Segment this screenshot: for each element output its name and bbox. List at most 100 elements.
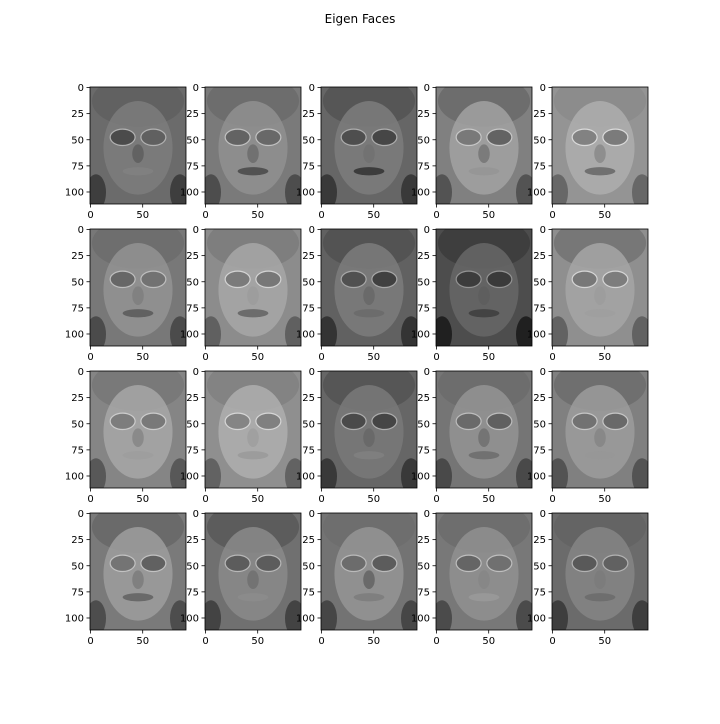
mouth-region: [237, 451, 269, 460]
x-tick-label: 50: [598, 636, 611, 647]
y-tick-label: 50: [533, 277, 546, 288]
eye-region: [371, 412, 398, 431]
y-tick-label: 75: [186, 587, 199, 598]
y-tick-label: 75: [186, 303, 199, 314]
x-tick-label: 50: [598, 352, 611, 363]
y-tick-label: 50: [533, 135, 546, 146]
y-tick-label: 100: [65, 187, 84, 198]
y-tick-label: 25: [533, 109, 546, 120]
y-tick-label: 50: [417, 277, 430, 288]
eye-region: [371, 554, 398, 573]
axes-frame: [89, 86, 187, 205]
x-tick-label: 0: [202, 352, 208, 363]
eye-region: [224, 554, 251, 573]
eye-region: [140, 270, 167, 289]
y-tick-label: 75: [302, 303, 315, 314]
eigenface-panel: 0 25 50 75 100 0 50: [65, 509, 187, 647]
x-tick-label: 50: [367, 210, 380, 221]
x-tick-label: 50: [482, 210, 495, 221]
eigenface-panel: 0 25 50 75 100 0 50: [296, 509, 418, 647]
x-tick-label: 50: [598, 210, 611, 221]
mouth-region: [237, 309, 269, 318]
eigenface-panel: 0 25 50 75 100 0 50: [296, 367, 418, 505]
y-tick-label: 25: [533, 535, 546, 546]
y-tick-label: 100: [180, 329, 199, 340]
y-tick-label: 25: [302, 535, 315, 546]
mouth-region: [237, 167, 269, 176]
nose-region: [247, 286, 259, 306]
jaw-shadow: [436, 600, 452, 630]
y-tick-label: 25: [186, 535, 199, 546]
axes-frame: [89, 512, 187, 631]
y-tick-label: 0: [309, 83, 315, 94]
nose-region: [594, 286, 606, 306]
axes-frame: [320, 86, 418, 205]
mouth-region: [353, 451, 385, 460]
eye-region: [340, 270, 367, 289]
eigenface-image: [552, 513, 648, 630]
eigenface-panel: 0 25 50 75 100 0 50: [296, 225, 418, 363]
axes-frame: [551, 228, 649, 347]
y-tick-label: 0: [424, 509, 430, 520]
axes-frame: [551, 512, 649, 631]
jaw-shadow: [205, 600, 221, 630]
eigenface-panel: 0 25 50 75 100 0 50: [65, 225, 187, 363]
eigenface-panel: 0 25 50 75 100 0 50: [180, 225, 302, 363]
eye-region: [340, 412, 367, 431]
y-tick-label: 0: [540, 367, 546, 378]
eye-region: [486, 270, 513, 289]
y-tick-label: 50: [302, 419, 315, 430]
y-tick-label: 50: [71, 277, 84, 288]
jaw-shadow: [552, 174, 568, 204]
mouth-region: [353, 593, 385, 602]
x-tick-label: 0: [549, 352, 555, 363]
y-tick-label: 75: [71, 161, 84, 172]
axes-frame: [204, 228, 302, 347]
x-tick-label: 50: [136, 636, 149, 647]
jaw-shadow: [285, 458, 301, 488]
nose-region: [247, 570, 259, 590]
eye-region: [255, 412, 282, 431]
axes-frame: [204, 512, 302, 631]
eye-region: [140, 554, 167, 573]
x-tick-label: 50: [598, 494, 611, 505]
mouth-region: [122, 451, 154, 460]
x-tick-label: 0: [87, 636, 93, 647]
y-tick-label: 100: [527, 329, 546, 340]
eye-region: [371, 128, 398, 147]
y-tick-label: 0: [78, 83, 84, 94]
jaw-shadow: [90, 316, 106, 346]
y-tick-label: 0: [193, 509, 199, 520]
nose-region: [594, 570, 606, 590]
y-tick-label: 25: [71, 535, 84, 546]
jaw-shadow: [516, 458, 532, 488]
eigenface-image: [205, 371, 301, 488]
y-tick-label: 0: [424, 367, 430, 378]
eye-region: [571, 270, 598, 289]
eigenface-image: [90, 371, 186, 488]
y-tick-label: 0: [193, 83, 199, 94]
eye-region: [109, 554, 136, 573]
y-tick-label: 0: [193, 225, 199, 236]
y-tick-label: 25: [533, 393, 546, 404]
y-tick-label: 50: [417, 561, 430, 572]
y-tick-label: 75: [302, 161, 315, 172]
y-tick-label: 25: [186, 251, 199, 262]
nose-region: [478, 428, 490, 448]
eigenface-panel: 0 25 50 75 100 0 50: [527, 83, 649, 221]
eye-region: [255, 554, 282, 573]
eigenface-image: [436, 87, 532, 204]
eye-region: [255, 270, 282, 289]
y-tick-label: 100: [180, 187, 199, 198]
eigenface-image: [552, 371, 648, 488]
eye-region: [602, 270, 629, 289]
eigenface-panel: 0 25 50 75 100 0 50: [411, 509, 533, 647]
y-tick-label: 25: [302, 393, 315, 404]
y-tick-label: 100: [296, 187, 315, 198]
y-tick-label: 0: [309, 225, 315, 236]
x-tick-label: 0: [549, 636, 555, 647]
y-tick-label: 0: [193, 367, 199, 378]
eigenface-image: [436, 229, 532, 346]
y-tick-label: 50: [186, 561, 199, 572]
eigenface-image: [321, 229, 417, 346]
